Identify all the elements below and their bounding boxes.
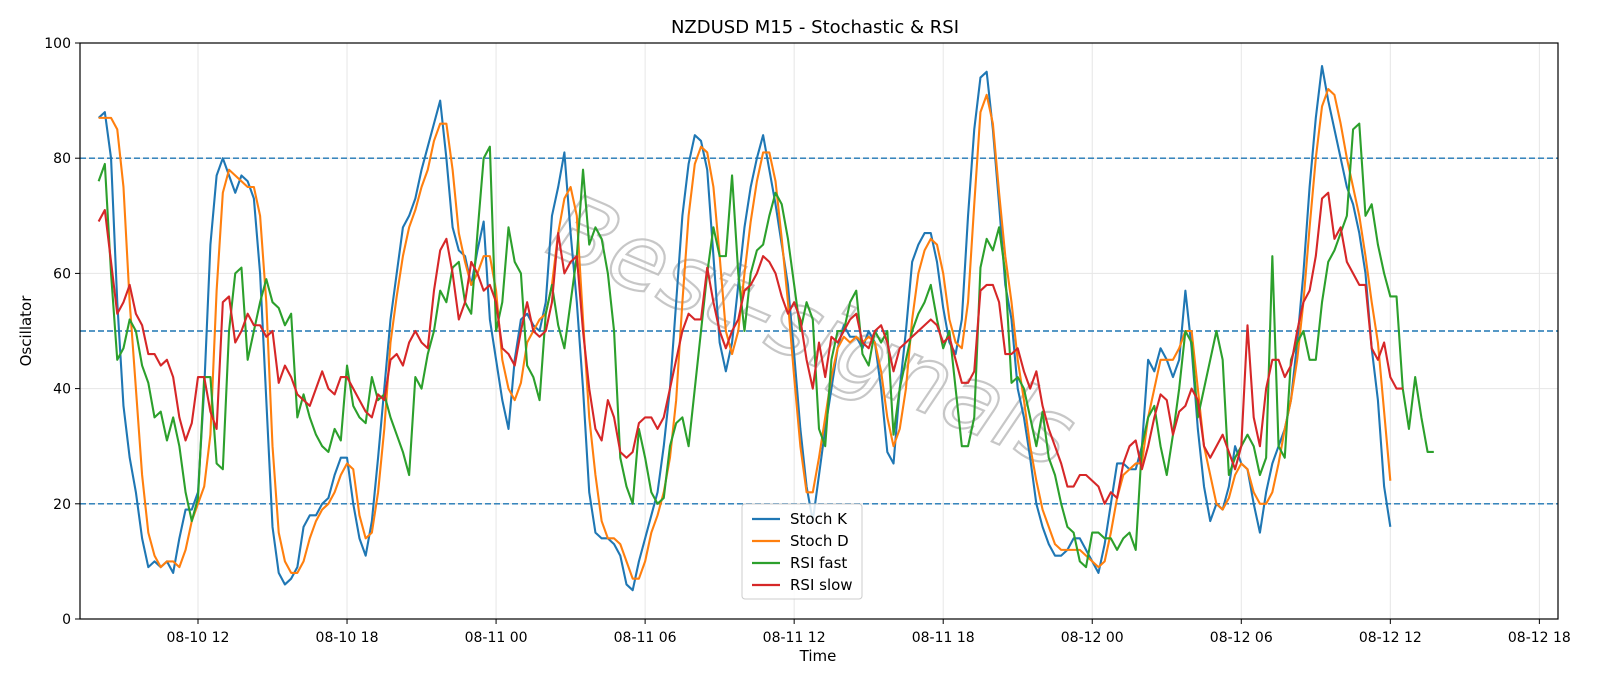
y-tick-label: 20 bbox=[53, 497, 71, 513]
y-tick-label: 100 bbox=[44, 36, 71, 52]
y-axis: 0 20 40 60 80 100 bbox=[44, 36, 80, 628]
chart-title: NZDUSD M15 - Stochastic & RSI bbox=[671, 17, 959, 38]
y-tick-label: 60 bbox=[53, 266, 71, 282]
series-line-stoch-k bbox=[97, 64, 1392, 592]
x-tick-label: 08-12 06 bbox=[1210, 630, 1273, 646]
legend-label: RSI slow bbox=[790, 576, 853, 594]
y-tick-label: 0 bbox=[62, 612, 71, 628]
x-axis: 08-10 12 08-10 18 08-11 00 08-11 06 08-11 12… bbox=[167, 619, 1571, 646]
x-axis-title: Time bbox=[799, 647, 837, 665]
x-tick-label: 08-11 06 bbox=[614, 630, 677, 646]
y-tick-label: 40 bbox=[53, 382, 71, 398]
x-tick-label: 08-11 18 bbox=[912, 630, 975, 646]
y-tick-label: 80 bbox=[53, 151, 71, 167]
legend-label: RSI fast bbox=[790, 554, 847, 572]
legend: Stoch K Stoch D RSI fast RSI slow bbox=[741, 503, 863, 600]
x-tick-label: 08-11 00 bbox=[465, 630, 528, 646]
legend-label: Stoch K bbox=[790, 510, 848, 528]
plot-frame bbox=[79, 42, 1559, 620]
x-tick-label: 08-10 12 bbox=[167, 630, 230, 646]
x-tick-label: 08-11 12 bbox=[763, 630, 826, 646]
x-tick-label: 08-12 18 bbox=[1508, 630, 1571, 646]
x-tick-label: 08-12 12 bbox=[1359, 630, 1422, 646]
legend-label: Stoch D bbox=[790, 532, 849, 550]
x-tick-label: 08-12 00 bbox=[1061, 630, 1124, 646]
series-line-rsi-slow bbox=[97, 191, 1403, 505]
legend-box bbox=[741, 503, 863, 600]
series-line-rsi-fast bbox=[97, 122, 1434, 569]
series-lines bbox=[97, 64, 1434, 592]
y-axis-title: Oscillator bbox=[17, 295, 35, 367]
x-tick-label: 08-10 18 bbox=[316, 630, 379, 646]
series-line-stoch-d bbox=[98, 88, 1392, 580]
